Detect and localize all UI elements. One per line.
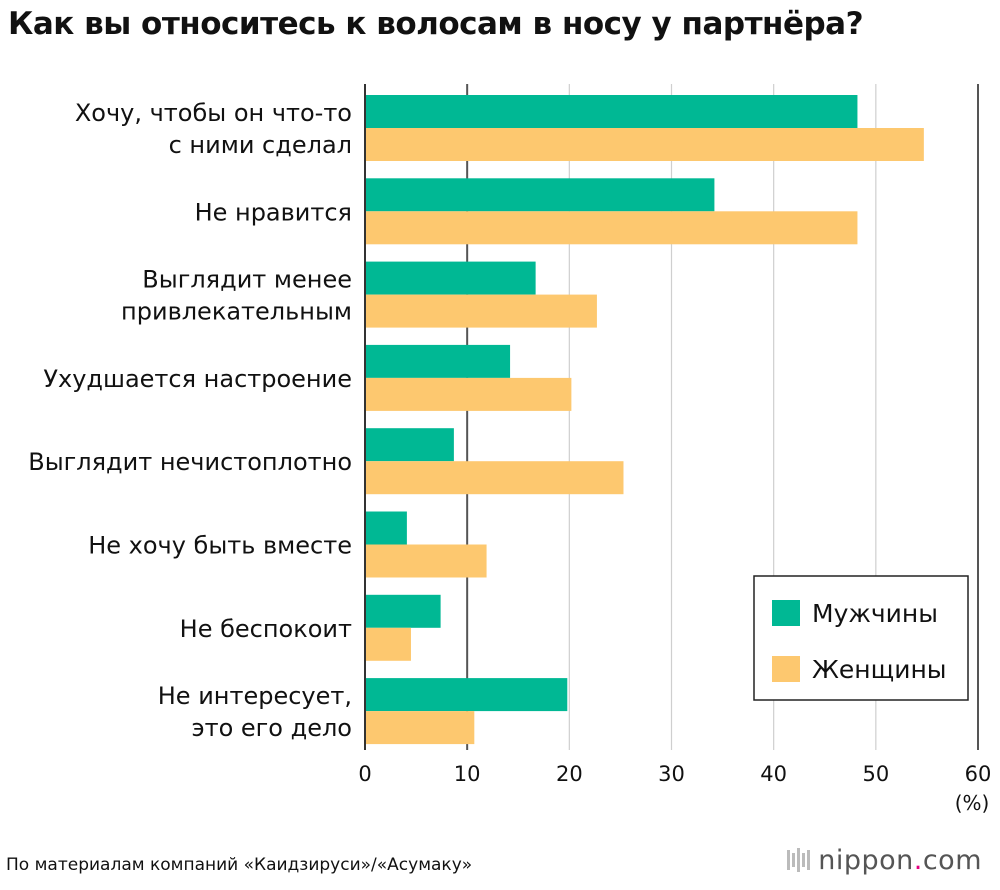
- legend-swatch-women: [772, 656, 800, 682]
- bar-women-5: [365, 544, 487, 578]
- category-label: Выглядит менее: [142, 266, 352, 294]
- bar-men-3: [365, 344, 511, 378]
- bar-women-2: [365, 294, 597, 328]
- category-label: Хочу, чтобы он что-то: [75, 99, 352, 127]
- legend-swatch-men: [772, 600, 800, 626]
- bar-men-4: [365, 428, 454, 462]
- category-label: Не нравится: [195, 198, 352, 226]
- x-tick-label: 50: [862, 762, 889, 786]
- bar-women-7: [365, 711, 475, 745]
- bar-women-6: [365, 627, 411, 661]
- category-label: Не интересует,: [158, 682, 352, 710]
- bar-women-1: [365, 211, 858, 245]
- category-label: с ними сделал: [169, 131, 352, 159]
- category-label: Выглядит нечистоплотно: [28, 448, 352, 476]
- category-label: Не беспокоит: [180, 615, 352, 643]
- nippon-logo: nippon.com: [786, 845, 982, 876]
- bar-men-2: [365, 261, 536, 295]
- bar-men-5: [365, 511, 407, 545]
- legend-box: [753, 575, 969, 701]
- logo-name: nippon: [818, 845, 914, 876]
- legend-label-men: Мужчины: [812, 599, 938, 628]
- x-tick-label: 60: [965, 762, 992, 786]
- x-tick-label: 30: [658, 762, 685, 786]
- x-tick-label: 20: [556, 762, 583, 786]
- legend-label-women: Женщины: [812, 655, 947, 684]
- bar-men-7: [365, 678, 568, 712]
- bar-women-3: [365, 377, 572, 411]
- x-tick-label: 40: [760, 762, 787, 786]
- category-label: это его дело: [191, 714, 352, 742]
- category-label: Не хочу быть вместе: [88, 532, 352, 560]
- bar-men-0: [365, 95, 858, 128]
- category-label: привлекательным: [121, 298, 352, 326]
- x-tick-label: 10: [454, 762, 481, 786]
- chart-title: Как вы относитесь к волосам в носу у пар…: [8, 6, 864, 42]
- unit-label: (%): [955, 791, 990, 815]
- x-tick-label: 0: [358, 762, 371, 786]
- logo-suffix: com: [922, 845, 982, 876]
- source-note: По материалам компаний «Каидзируси»/«Асу…: [6, 855, 473, 875]
- bar-men-1: [365, 178, 715, 212]
- bar-women-0: [365, 128, 924, 161]
- logo-dot: .: [913, 845, 923, 876]
- bar-men-6: [365, 594, 441, 628]
- logo-mark-icon: [787, 848, 811, 872]
- category-label: Ухудшается настроение: [43, 365, 352, 393]
- bar-women-4: [365, 461, 624, 495]
